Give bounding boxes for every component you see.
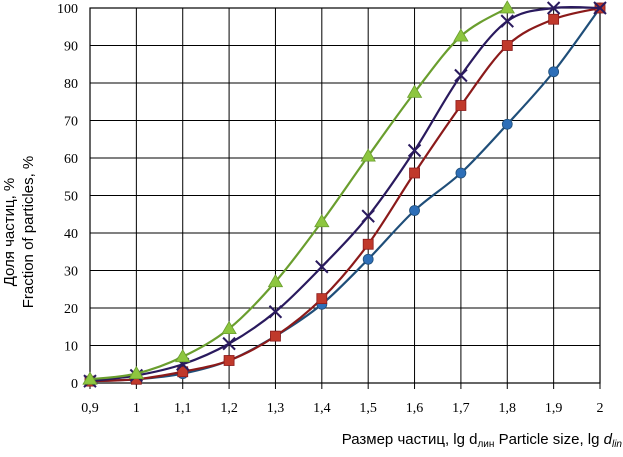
y-tick-label: 60 [64, 152, 78, 167]
y-tick-label: 40 [64, 227, 78, 242]
series-line [89, 7, 601, 383]
data-point-cross [546, 1, 561, 15]
data-point-circle [362, 253, 374, 265]
plot-frame [89, 7, 601, 384]
series-cross [83, 1, 607, 388]
x-tick-label: 1,7 [452, 401, 470, 416]
x-tick-label: 2 [597, 401, 604, 416]
x-axis-title-en-variable: d [604, 431, 613, 448]
data-point-cross [593, 1, 607, 15]
data-point-cross [222, 336, 236, 351]
x-tick-label: 1,5 [359, 401, 377, 416]
x-tick-label: 1,3 [267, 401, 285, 416]
data-point-circle [548, 66, 560, 78]
x-tick-label: 1,9 [545, 401, 563, 416]
data-point-square [270, 330, 281, 342]
y-tick-label: 0 [71, 377, 78, 392]
data-point-triangle [453, 28, 469, 42]
x-tick-label: 0,9 [81, 401, 99, 416]
series-line [89, 6, 601, 383]
series-circle [84, 2, 606, 387]
data-point-circle [409, 205, 420, 216]
data-point-square [362, 238, 374, 250]
x-tick-label: 1,1 [174, 401, 192, 416]
x-axis-title-en-subscript: lin [612, 439, 622, 450]
series-line [89, 7, 508, 381]
tick-labels: 0 10 20 30 40 50 60 70 80 90 100 0,9 1 1,1 1,2 1,3 1,4 1,… [57, 2, 604, 416]
y-tick-label: 30 [64, 265, 78, 280]
data-point-cross [315, 260, 329, 274]
data-point-circle [455, 167, 467, 179]
data-point-cross [454, 68, 468, 83]
data-point-triangle [128, 365, 145, 380]
plot-area [82, 0, 607, 388]
data-point-square [501, 40, 513, 51]
series-square [84, 2, 606, 387]
data-point-cross [500, 14, 514, 28]
data-point-square [409, 167, 420, 179]
data-point-triangle [314, 213, 330, 228]
data-point-triangle [267, 273, 284, 288]
data-point-triangle [175, 348, 191, 363]
data-point-cross [268, 305, 283, 319]
x-tick-label: 1,8 [499, 401, 517, 416]
series-triangle [82, 0, 515, 385]
data-point-cross [361, 209, 375, 223]
data-point-circle [501, 118, 513, 130]
y-tick-label: 20 [64, 302, 78, 317]
data-point-square [548, 13, 560, 25]
y-axis-title-ru: Доля частиц, % [1, 178, 18, 287]
x-axis-title-en: Particle size, lg [494, 431, 603, 448]
data-point-triangle [499, 0, 515, 14]
data-point-cross [407, 143, 422, 158]
data-point-square [177, 366, 189, 378]
x-axis-title-ru-subscript: лин [477, 439, 494, 450]
x-tick-label: 1,4 [313, 401, 331, 416]
x-tick-label: 1,6 [406, 401, 424, 416]
x-axis-title: Размер частиц, lg dлин Particle size, lg… [342, 431, 623, 450]
y-tick-label: 100 [57, 2, 78, 17]
grid-lines [89, 7, 601, 389]
y-tick-label: 10 [64, 340, 78, 355]
data-point-triangle [360, 148, 376, 162]
y-axis-title-en: Fraction of particles, % [20, 156, 37, 309]
y-tick-label: 50 [64, 190, 78, 205]
data-point-square [223, 355, 235, 366]
data-point-triangle [221, 320, 237, 335]
y-tick-label: 90 [64, 40, 78, 55]
x-axis-title-ru: Размер частиц, lg d [342, 431, 478, 448]
data-point-triangle [406, 84, 423, 98]
data-point-square [455, 100, 467, 111]
y-tick-label: 80 [64, 77, 78, 92]
data-point-triangle [82, 371, 98, 385]
data-point-square [316, 293, 328, 305]
series-line [89, 5, 601, 383]
y-tick-label: 70 [64, 115, 78, 130]
x-tick-label: 1 [133, 401, 140, 416]
x-tick-label: 1,2 [220, 401, 238, 416]
